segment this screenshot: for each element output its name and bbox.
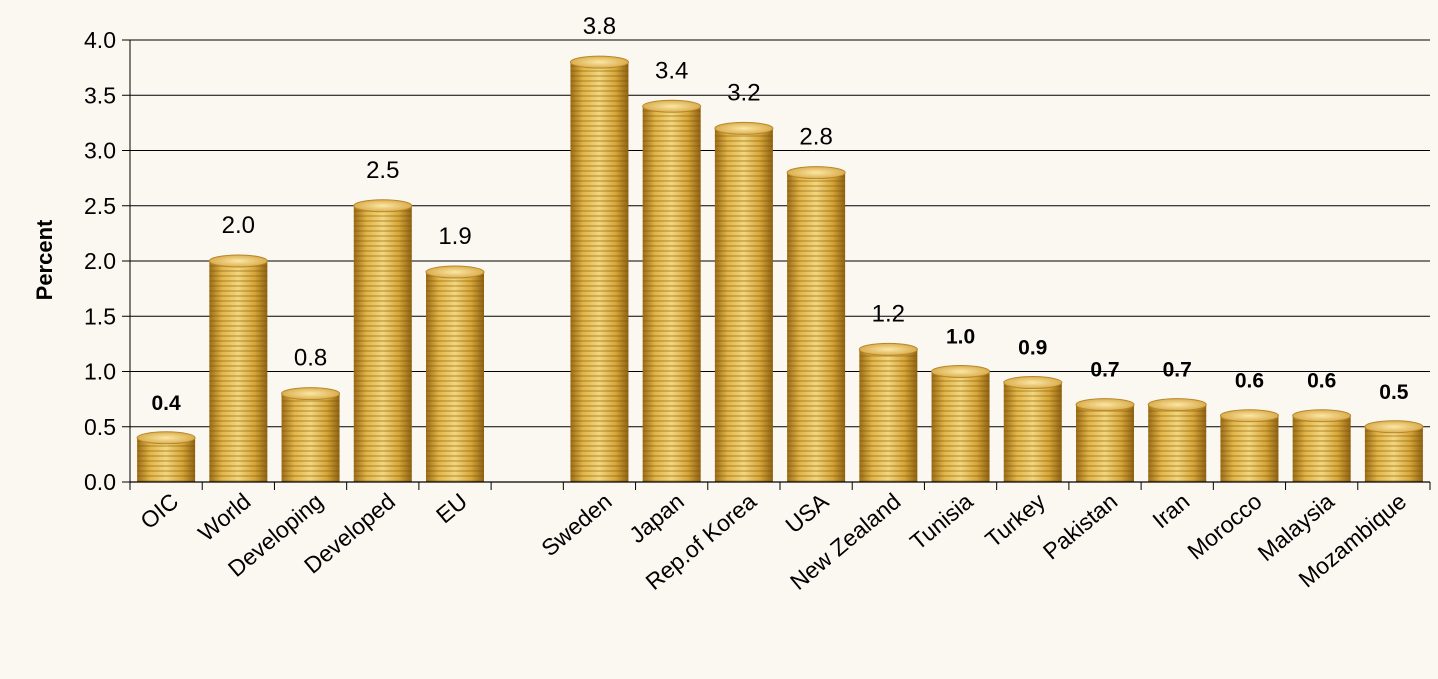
bar-top <box>786 166 846 180</box>
bar <box>208 254 268 482</box>
data-label: 2.5 <box>366 157 399 184</box>
bar <box>1292 409 1352 482</box>
data-label: 1.9 <box>438 223 471 250</box>
bar-top <box>569 55 629 69</box>
y-tick-label: 4.0 <box>84 27 116 53</box>
data-label: 0.7 <box>1090 359 1119 382</box>
bars <box>136 55 1424 483</box>
data-label: 3.8 <box>583 13 616 40</box>
x-tick-label: EU <box>431 488 472 528</box>
x-tick-label: OIC <box>135 488 183 534</box>
bar-coin-stripes <box>859 349 918 482</box>
bar <box>1219 409 1279 482</box>
x-tick-label: Sweden <box>536 488 616 561</box>
bar <box>1003 376 1063 482</box>
x-tick-label: World <box>193 488 255 546</box>
bar <box>281 387 341 482</box>
bar-top <box>931 365 991 378</box>
y-tick-label: 1.5 <box>84 303 116 329</box>
bar-coin-stripes <box>1003 382 1062 482</box>
bar-top <box>1292 409 1352 423</box>
y-tick-label: 2.0 <box>84 248 116 274</box>
bar-top <box>1147 398 1207 412</box>
x-tick-label: Pakistan <box>1038 488 1122 565</box>
bar-top <box>1364 420 1424 434</box>
bar-coin-stripes <box>1148 404 1207 482</box>
data-label: 3.2 <box>727 79 760 106</box>
bar <box>858 342 918 482</box>
y-tick-label: 2.5 <box>84 193 116 219</box>
data-label: 0.4 <box>152 392 182 415</box>
gridlines <box>130 39 1430 483</box>
bar-coin-stripes <box>787 172 846 482</box>
bar-top <box>858 342 918 356</box>
bar-top <box>1003 376 1063 390</box>
data-label: 1.2 <box>872 300 905 327</box>
data-label: 1.0 <box>946 326 975 349</box>
data-label: 3.4 <box>655 57 688 84</box>
bar <box>1364 420 1424 482</box>
data-label: 0.9 <box>1018 337 1047 360</box>
bar-coin-stripes <box>1364 426 1423 482</box>
y-tick-label: 1.0 <box>84 359 116 385</box>
x-tick-label: Morocco <box>1182 488 1266 565</box>
bar <box>1075 398 1135 482</box>
bar-coin-stripes <box>1292 415 1351 482</box>
data-label: 0.5 <box>1379 381 1409 404</box>
data-label: 0.6 <box>1307 370 1336 393</box>
bar-top <box>714 121 774 135</box>
data-labels: 0.4 2.0 0.8 2.5 1.9 3.8 3.4 3.2 2.8 1.2 1.0 0.9 0.7 0… <box>152 13 1409 415</box>
bar-coin-stripes <box>714 128 773 482</box>
bar-coin-stripes <box>137 437 196 482</box>
data-label: 0.7 <box>1163 359 1192 382</box>
y-tick-label: 0.0 <box>84 469 116 495</box>
x-tick-label: USA <box>780 487 833 538</box>
y-axis-title: Percent <box>32 219 57 300</box>
y-tick-label: 3.5 <box>84 82 116 108</box>
bar-top <box>208 254 268 268</box>
bar <box>642 99 702 483</box>
data-label: 2.0 <box>222 212 255 239</box>
bar <box>714 121 774 482</box>
bar-top <box>353 199 413 213</box>
bar-coin-stripes <box>281 393 340 482</box>
x-tick-label: Japan <box>624 488 689 548</box>
bar-coin-stripes <box>426 272 484 482</box>
bar-coin-stripes <box>570 62 629 482</box>
bar-coin-stripes <box>642 106 701 483</box>
data-label: 0.8 <box>294 345 327 372</box>
bar-coin-stripes <box>353 205 412 482</box>
bar-coin-stripes <box>931 371 990 482</box>
data-label: 2.8 <box>799 124 832 151</box>
y-tick-label: 0.5 <box>84 414 116 440</box>
bar <box>425 265 485 482</box>
data-label: 0.6 <box>1235 370 1264 393</box>
bar <box>136 431 196 482</box>
bar <box>1147 398 1207 482</box>
bar-top <box>425 265 485 279</box>
bar <box>569 55 629 482</box>
bar <box>786 166 846 482</box>
bar-top <box>642 99 702 113</box>
bar <box>931 365 991 482</box>
x-tick-label: Iran <box>1147 488 1194 533</box>
bar-coin-stripes <box>209 261 268 482</box>
bar-top <box>281 387 341 401</box>
bar <box>353 199 413 482</box>
bar-top <box>1075 398 1135 412</box>
bar-coin-stripes <box>1076 404 1134 482</box>
x-tick-label: Tunisia <box>905 488 978 555</box>
y-axis: 0.0 0.5 1.0 1.5 2.0 2.5 3.0 3.5 4.0 <box>84 27 131 495</box>
bar-top <box>1219 409 1279 423</box>
bar-top <box>136 431 196 445</box>
bar-coin-stripes <box>1220 415 1279 482</box>
y-tick-label: 3.0 <box>84 138 116 164</box>
